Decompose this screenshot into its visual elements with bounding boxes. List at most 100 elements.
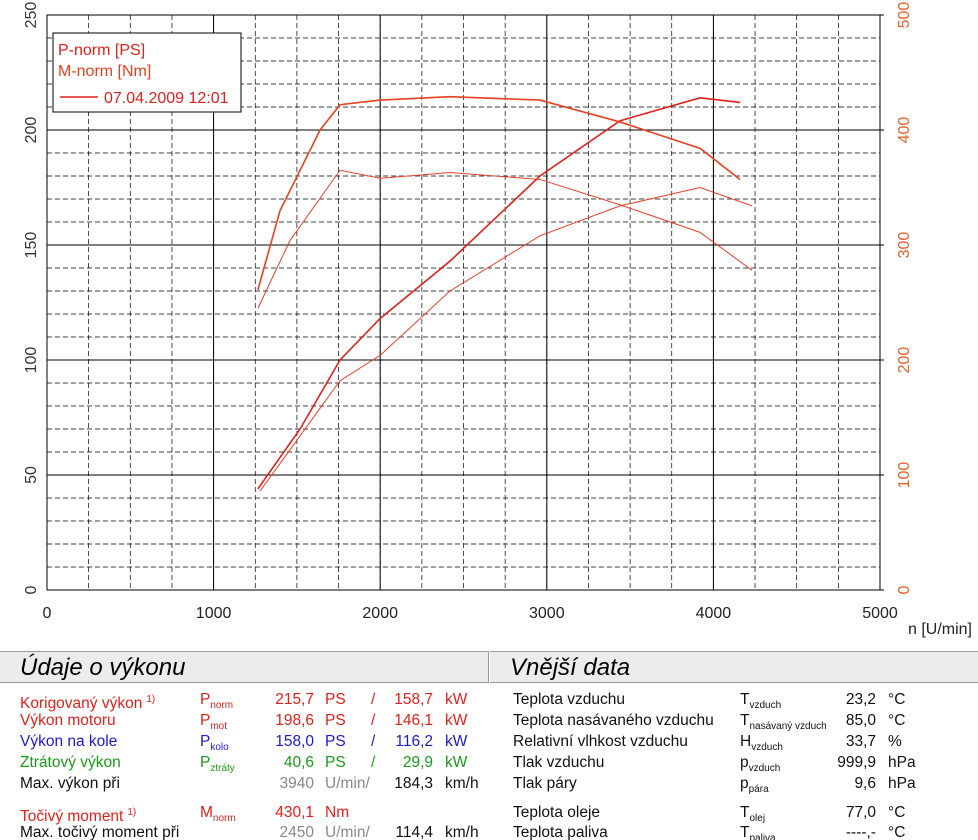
- series-line: [259, 186, 753, 492]
- unit-text: °C: [888, 691, 906, 708]
- value: 114,4: [395, 824, 433, 840]
- value-text: 999,9: [837, 754, 876, 771]
- subscript: vzduch: [749, 700, 782, 711]
- row-label-text: Točivý moment: [20, 808, 124, 826]
- y-tick-label: 200: [23, 117, 40, 144]
- row-label-text: Max. výkon při: [20, 775, 120, 792]
- separator-text: /: [371, 754, 376, 771]
- unit-text: kW: [445, 754, 468, 771]
- unit-text: %: [888, 733, 902, 750]
- symbol-text: H: [740, 733, 752, 750]
- value-text: 158,7: [394, 691, 433, 708]
- row-label: Teplota nasávaného vzduchu: [513, 712, 714, 730]
- y2-tick-label: 400: [896, 117, 913, 144]
- unit-text: kW: [445, 733, 468, 750]
- y-tick-label: 0: [23, 585, 40, 594]
- unit-text: Nm: [325, 804, 350, 821]
- value-text: 430,1: [275, 804, 314, 821]
- symbol-text: P: [200, 691, 211, 708]
- value-text: 184,3: [394, 775, 433, 792]
- subscript: nasávaný vzduch: [749, 721, 827, 732]
- value: 29,9: [403, 754, 433, 772]
- value: 158,0: [275, 733, 314, 751]
- row-label-text: Max. točivý moment při: [20, 824, 180, 840]
- separator-text: /: [371, 733, 376, 750]
- symbol-text: T: [740, 691, 750, 708]
- unit: °C: [888, 712, 905, 730]
- unit-text: km/h: [445, 824, 479, 840]
- row-label: Tlak vzduchu: [513, 754, 604, 772]
- row-label-text: Tlak vzduchu: [513, 754, 605, 771]
- symbol: Tpaliva: [740, 824, 776, 840]
- subscript: mot: [210, 721, 228, 732]
- symbol-text: P: [200, 712, 211, 729]
- symbol: Tvzduch: [740, 691, 781, 715]
- value: 23,2: [846, 691, 876, 709]
- row-label: Teplota paliva: [513, 824, 608, 840]
- row-label-text: Teplota vzduchu: [513, 691, 626, 708]
- symbol-text: T: [740, 824, 750, 840]
- symbol: pvzduch: [740, 754, 780, 778]
- legend-box: [52, 32, 242, 113]
- unit-text: °C: [888, 804, 906, 821]
- row-label-text: Tlak páry: [513, 775, 577, 792]
- row-label: Točivý moment 1): [20, 804, 136, 826]
- subscript: pára: [748, 784, 769, 795]
- unit: PS: [325, 712, 346, 730]
- x-tick-label: 3000: [529, 605, 565, 622]
- value-text: 215,7: [275, 691, 314, 708]
- y-tick-label: 250: [23, 2, 40, 29]
- subscript: paliva: [749, 833, 776, 840]
- value: 184,3: [394, 775, 433, 793]
- unit: kW: [445, 754, 467, 772]
- separator-text: /: [371, 712, 376, 729]
- row-label: Max. točivý moment při: [20, 824, 179, 840]
- y2-tick-label: 100: [896, 462, 913, 489]
- symbol: Hvzduch: [740, 733, 783, 757]
- legend-entry: 07.04.2009 12:01: [104, 90, 229, 107]
- value-text: 23,2: [845, 691, 876, 708]
- row-label-text: Teplota oleje: [513, 804, 601, 821]
- value: 146,1: [394, 712, 433, 730]
- unit: %: [888, 733, 902, 751]
- unit: PS: [325, 733, 346, 751]
- series-line: [257, 95, 741, 291]
- subscript: ztráty: [210, 763, 235, 774]
- unit: U/min/: [325, 824, 370, 840]
- unit-text: km/h: [445, 775, 479, 792]
- row-label-text: Ztrátový výkon: [20, 754, 121, 771]
- unit: hPa: [888, 754, 916, 772]
- y-tick-label: 100: [23, 347, 40, 374]
- x-tick-label: 1000: [196, 605, 232, 622]
- value: ----,-: [846, 824, 876, 840]
- row-label: Relativní vlhkost vzduchu: [513, 733, 688, 751]
- value-text: 85,0: [845, 712, 876, 729]
- value-text: 33,7: [845, 733, 876, 750]
- unit: kW: [445, 691, 467, 709]
- row-label-text: Korigovaný výkon: [20, 695, 143, 713]
- row-label-text: Výkon na kole: [20, 733, 118, 750]
- unit-text: PS: [325, 712, 346, 729]
- x-axis-label: n [U/min]: [908, 621, 972, 638]
- unit-text: U/min/: [325, 824, 370, 840]
- row-label: Teplota vzduchu: [513, 691, 625, 709]
- unit: Nm: [325, 804, 349, 822]
- value-text: ----,-: [845, 824, 876, 840]
- separator: /: [371, 733, 375, 751]
- symbol-text: P: [200, 754, 211, 771]
- unit: °C: [888, 824, 905, 840]
- unit-text: °C: [888, 712, 906, 729]
- legend-entry: M-norm [Nm]: [58, 63, 151, 80]
- subscript: vzduch: [748, 763, 781, 774]
- unit: hPa: [888, 775, 916, 793]
- value: 3940: [280, 775, 314, 793]
- y2-tick-label: 200: [896, 347, 913, 374]
- plot-frame: [46, 14, 881, 591]
- value: 77,0: [846, 804, 876, 822]
- x-tick-label: 5000: [862, 605, 898, 622]
- series-line: [257, 96, 741, 490]
- subscript: norm: [210, 700, 234, 711]
- y-tick-label: 50: [23, 466, 40, 484]
